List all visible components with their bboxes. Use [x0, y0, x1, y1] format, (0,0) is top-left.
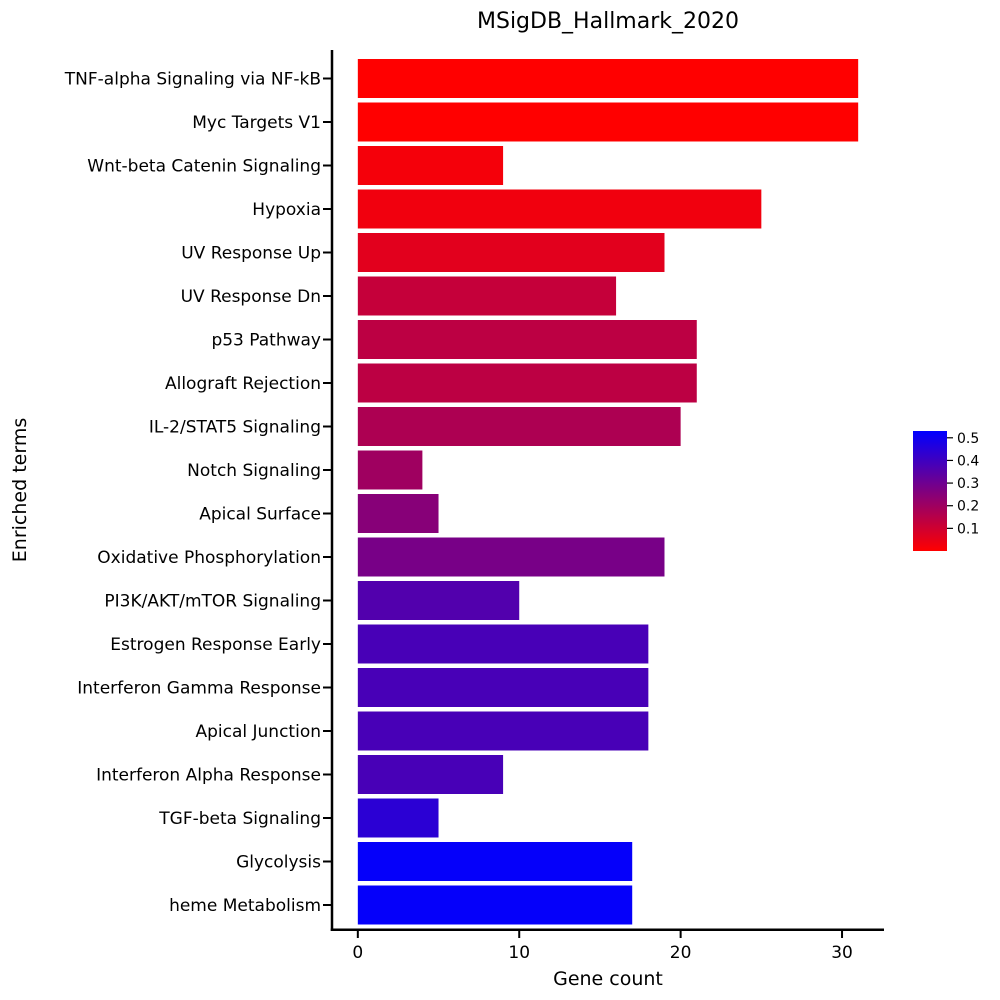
y-tick-label: Oxidative Phosphorylation [97, 548, 321, 568]
bar [357, 450, 423, 490]
y-tick-label: TGF-beta Signaling [158, 809, 321, 829]
bar [357, 494, 439, 533]
colorbar-tick-label: 0.5 [957, 431, 979, 447]
x-tick-label: 20 [670, 943, 692, 963]
x-tick-label: 30 [831, 943, 853, 963]
x-axis: 0 10 20 30 [352, 929, 853, 963]
y-tick-label: Myc Targets V1 [192, 113, 321, 133]
bar [357, 711, 649, 751]
chart-title: MSigDB_Hallmark_2020 [477, 9, 739, 34]
bar [357, 363, 697, 403]
y-tick-label: Estrogen Response Early [110, 635, 321, 655]
bar [357, 276, 617, 316]
y-tick-label: PI3K/AKT/mTOR Signaling [104, 592, 321, 612]
bar [357, 624, 649, 664]
colorbar-tick-label: 0.1 [957, 521, 979, 537]
bar [357, 189, 762, 229]
y-tick-label: UV Response Up [181, 244, 321, 264]
y-axis-title: Enriched terms [9, 418, 31, 562]
x-tick-label: 0 [352, 943, 363, 963]
y-tick-label: UV Response Dn [181, 287, 321, 307]
x-axis-title: Gene count [553, 968, 663, 990]
y-tick-label: IL-2/STAT5 Signaling [149, 418, 321, 438]
y-tick-label: Interferon Gamma Response [77, 679, 321, 699]
y-tick-label: Interferon Alpha Response [96, 766, 321, 786]
y-tick-label: Hypoxia [252, 200, 321, 220]
bar [357, 842, 633, 881]
y-tick-label: p53 Pathway [211, 331, 321, 351]
bar [357, 233, 665, 272]
bar [357, 59, 859, 98]
y-tick-label: Apical Junction [195, 722, 321, 742]
y-tick-label: Notch Signaling [187, 461, 321, 481]
bar [357, 146, 504, 185]
bar [357, 668, 649, 707]
y-tick-label: heme Metabolism [169, 896, 321, 916]
bar [357, 407, 681, 446]
y-tick-label: Allograft Rejection [165, 374, 321, 394]
bar [357, 885, 633, 925]
y-tick-label: Glycolysis [236, 853, 321, 873]
y-tick-label: Apical Surface [199, 505, 321, 525]
bar [357, 320, 697, 359]
bar [357, 755, 504, 794]
bar [357, 798, 439, 838]
bar [357, 537, 665, 577]
y-tick-label: Wnt-beta Catenin Signaling [87, 157, 321, 177]
y-axis: TNF-alpha Signaling via NF-kB Myc Targets… [64, 70, 332, 916]
colorbar: 0.1 0.2 0.3 0.4 0.5 [913, 431, 979, 551]
x-tick-label: 10 [508, 943, 530, 963]
bar [357, 581, 520, 620]
y-tick-label: TNF-alpha Signaling via NF-kB [64, 70, 321, 90]
bar [357, 102, 859, 142]
colorbar-gradient [913, 431, 947, 551]
colorbar-tick-label: 0.4 [957, 453, 979, 469]
bars-group [357, 59, 859, 925]
colorbar-tick-label: 0.3 [957, 476, 979, 492]
colorbar-tick-label: 0.2 [957, 499, 979, 515]
